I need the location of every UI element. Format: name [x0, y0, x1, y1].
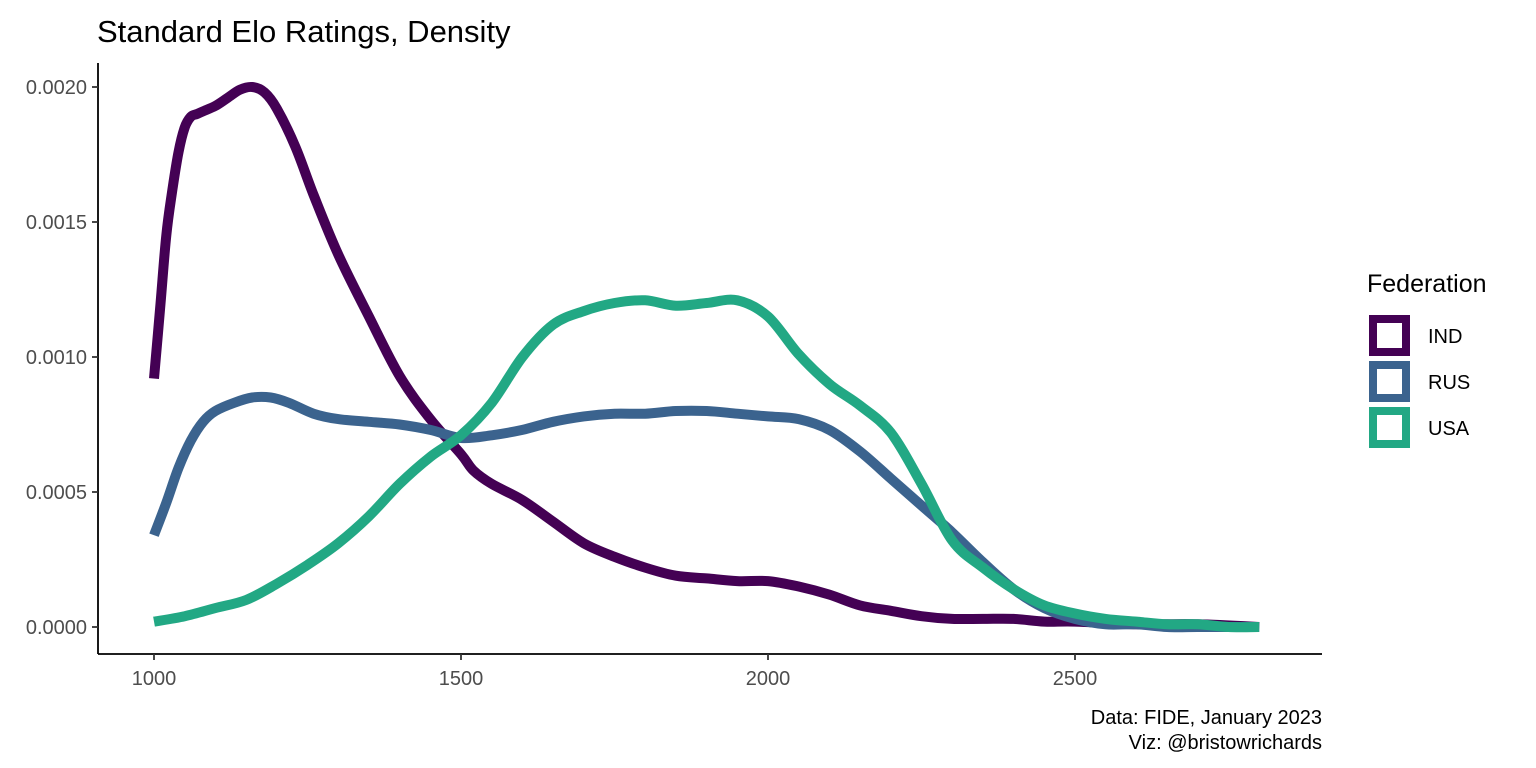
legend-key-usa [1369, 407, 1410, 448]
legend: Federation IND RUS USA [1367, 270, 1487, 448]
y-tick-label: 0.0010 [26, 347, 87, 369]
legend-items: IND RUS USA [1369, 315, 1470, 448]
legend-label-rus: RUS [1428, 372, 1470, 394]
caption: Data: FIDE, January 2023 Viz: @bristowri… [1091, 707, 1322, 754]
x-tick-label: 1000 [132, 668, 177, 690]
legend-title: Federation [1367, 270, 1487, 298]
x-tick-label: 2000 [746, 668, 791, 690]
series-lines [149, 81, 1260, 633]
x-tick-label: 1500 [439, 668, 484, 690]
legend-key-ind [1369, 315, 1410, 356]
plot-axes [97, 63, 1322, 655]
y-ticks: 0.0000 0.0005 0.0010 0.0015 0.0020 [26, 77, 98, 639]
chart-title: Standard Elo Ratings, Density [97, 14, 511, 49]
y-tick-label: 0.0015 [26, 212, 87, 234]
x-tick-label: 2500 [1053, 668, 1098, 690]
legend-label-usa: USA [1428, 418, 1470, 440]
legend-label-ind: IND [1428, 326, 1462, 348]
series-line-ind [149, 81, 1260, 632]
y-tick-label: 0.0020 [26, 77, 87, 99]
y-tick-label: 0.0005 [26, 482, 87, 504]
legend-key-rus [1369, 361, 1410, 402]
x-ticks: 1000 1500 2000 2500 [132, 654, 1098, 690]
series-line-rus [149, 391, 1260, 633]
series-line-usa [153, 294, 1260, 633]
caption-line-2: Viz: @bristowrichards [1129, 732, 1322, 754]
y-tick-label: 0.0000 [26, 617, 87, 639]
caption-line-1: Data: FIDE, January 2023 [1091, 707, 1322, 729]
